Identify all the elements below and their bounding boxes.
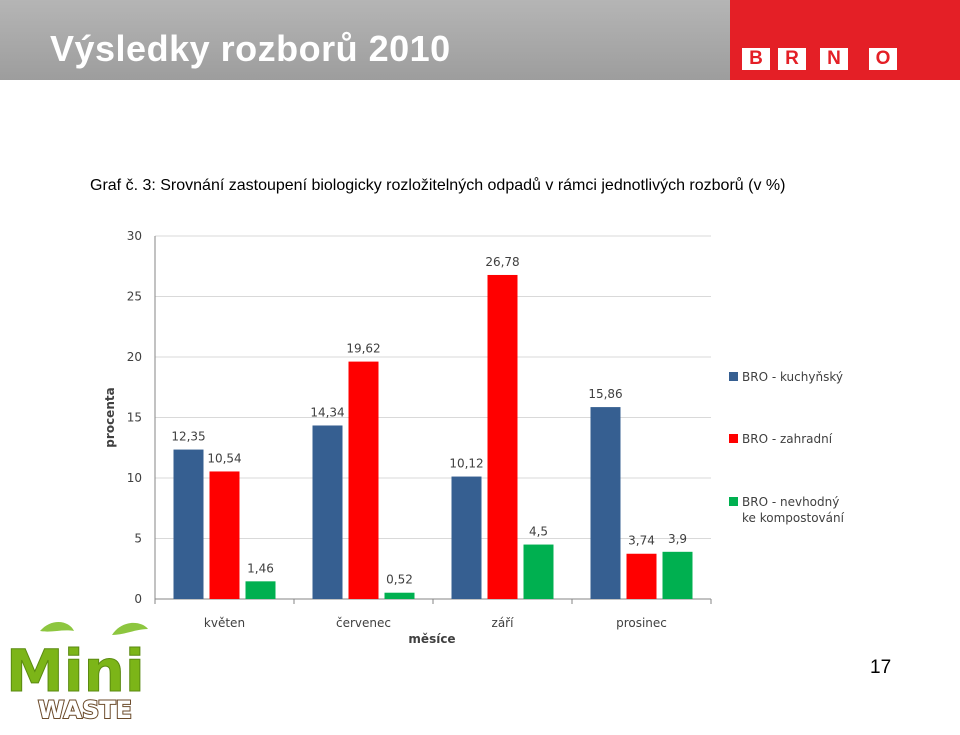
bar [487, 274, 518, 599]
y-axis-title: procenta [103, 387, 117, 447]
bar [173, 449, 204, 599]
logo-text-waste: WASTE [38, 696, 132, 724]
x-axis-title: měsíce [408, 632, 455, 646]
legend-label: ke kompostování [742, 511, 845, 525]
data-label: 19,62 [346, 342, 380, 356]
legend-label: BRO - nevhodný [742, 495, 839, 509]
x-tick-label: prosinec [616, 616, 667, 630]
brno-brand-logo: B R N O [730, 0, 960, 80]
legend-label: BRO - zahradní [742, 432, 833, 446]
x-tick-label: září [492, 616, 515, 630]
y-tick-label: 30 [127, 229, 142, 243]
miniwaste-logo-graphic: Mini WASTE [6, 621, 148, 725]
data-label: 4,5 [529, 525, 548, 539]
leaf-icon [112, 622, 148, 635]
bar [384, 592, 415, 599]
data-label: 14,34 [310, 405, 344, 419]
bar [245, 581, 276, 599]
data-label: 3,9 [668, 532, 687, 546]
legend-swatch [729, 497, 738, 506]
legend-swatch [729, 372, 738, 381]
bar [590, 407, 621, 599]
legend-swatch [729, 434, 738, 443]
graph-caption: Graf č. 3: Srovnání zastoupení biologick… [90, 177, 786, 194]
data-label: 26,78 [485, 255, 519, 269]
bar [209, 471, 240, 599]
page-title: Výsledky rozborů 2010 [50, 28, 451, 69]
miniwaste-logo: Mini WASTE [0, 615, 158, 730]
data-label: 12,35 [171, 430, 205, 444]
x-tick-label: květen [204, 616, 245, 630]
data-label: 10,12 [449, 457, 483, 471]
bar [312, 425, 343, 599]
bar [451, 476, 482, 599]
bar [662, 551, 693, 599]
x-tick-label: červenec [336, 616, 391, 630]
y-tick-label: 0 [134, 592, 142, 606]
legend-label: BRO - kuchyňský [742, 370, 843, 384]
y-tick-label: 25 [127, 290, 142, 304]
brand-letter-b: B [742, 48, 770, 70]
page-number: 17 [870, 657, 892, 678]
y-tick-label: 15 [127, 411, 142, 425]
data-label: 3,74 [628, 534, 655, 548]
bar [523, 544, 554, 599]
data-label: 0,52 [386, 573, 413, 587]
brand-letter-o: O [869, 48, 897, 70]
y-tick-label: 20 [127, 350, 142, 364]
bar [348, 361, 379, 599]
logo-text-mini: Mini [6, 637, 145, 705]
data-label: 15,86 [588, 387, 622, 401]
leaf-icon [40, 621, 74, 632]
y-tick-label: 5 [134, 532, 142, 546]
data-label: 10,54 [207, 451, 241, 465]
slide-header: Výsledky rozborů 2010 [0, 0, 730, 80]
brand-letter-r: R [778, 48, 806, 70]
bar [626, 553, 657, 599]
data-label: 1,46 [247, 561, 274, 575]
y-tick-label: 10 [127, 471, 142, 485]
brand-letter-n: N [820, 48, 848, 70]
